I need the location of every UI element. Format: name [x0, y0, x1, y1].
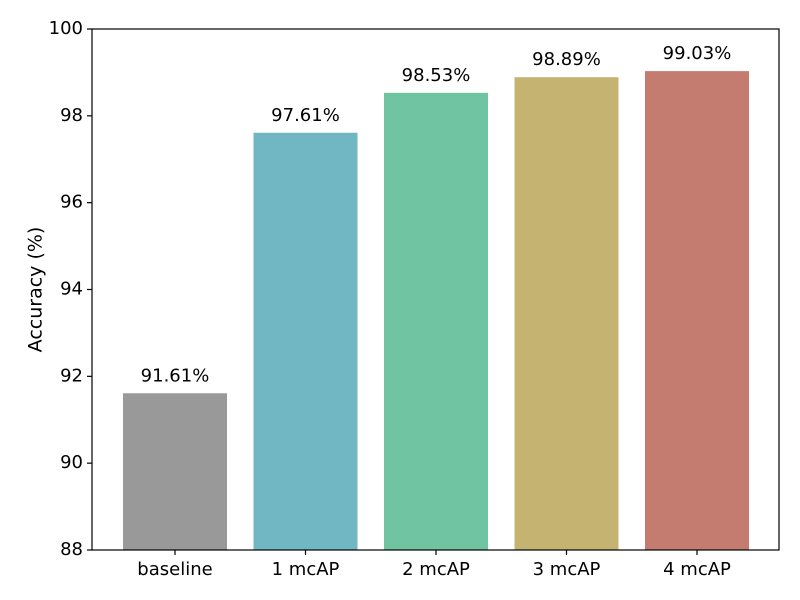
x-tick-label-3: 3 mcAP	[533, 559, 601, 580]
bar-0	[123, 393, 227, 550]
data-label-1: 97.61%	[271, 105, 340, 126]
y-tick-label-2: 92	[60, 365, 83, 386]
data-label-3: 98.89%	[532, 49, 601, 70]
x-tick-label-2: 2 mcAP	[402, 559, 470, 580]
bar-1	[253, 132, 358, 550]
bar-4	[645, 71, 749, 550]
data-label-4: 99.03%	[663, 43, 732, 64]
bar-3	[514, 77, 619, 550]
data-label-0: 91.61%	[141, 365, 210, 386]
y-tick-label-6: 100	[49, 18, 83, 39]
x-tick-label-0: baseline	[137, 559, 212, 580]
x-axis: baseline 1 mcAP 2 mcAP 3 mcAP 4 mcAP	[137, 550, 731, 580]
y-tick-label-3: 94	[60, 279, 83, 300]
y-tick-label-4: 96	[60, 192, 83, 213]
bars-group	[123, 71, 749, 550]
bar-2	[384, 92, 488, 550]
data-label-2: 98.53%	[402, 65, 471, 86]
y-axis: 88 90 92 94 96 98 100	[49, 18, 92, 560]
y-tick-label-0: 88	[60, 539, 83, 560]
x-tick-label-4: 4 mcAP	[663, 559, 731, 580]
y-tick-label-1: 90	[60, 452, 83, 473]
y-tick-label-5: 98	[60, 105, 83, 126]
data-labels-group: 91.61% 97.61% 98.53% 98.89% 99.03%	[141, 43, 732, 386]
y-axis-label: Accuracy (%)	[25, 227, 47, 353]
x-tick-label-1: 1 mcAP	[272, 559, 340, 580]
